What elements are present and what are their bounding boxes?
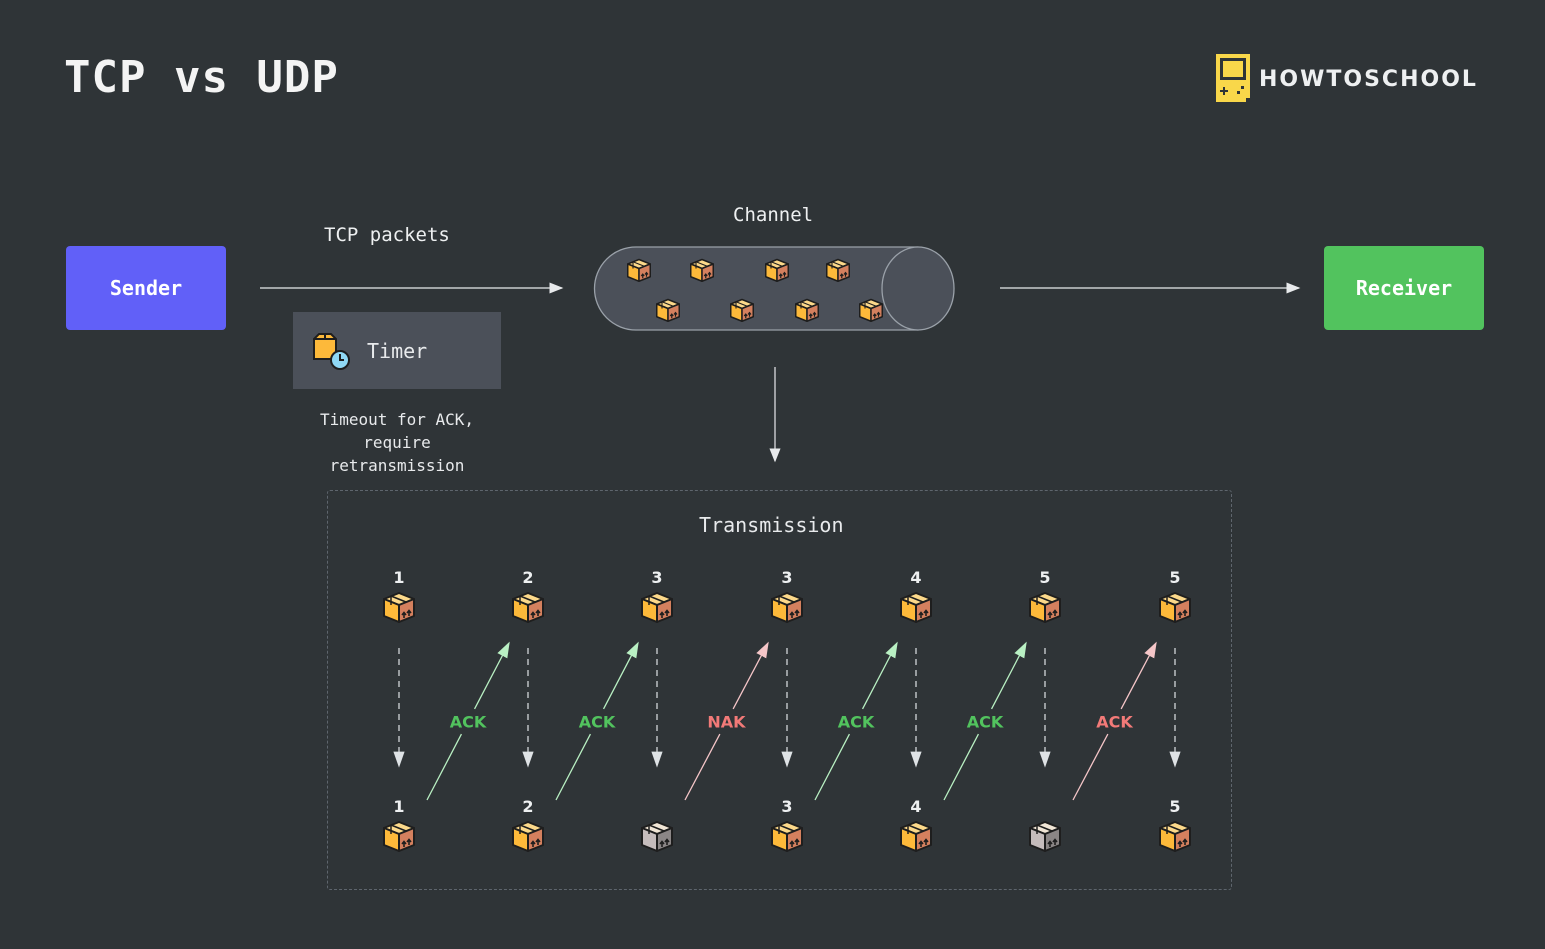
page-title: TCP vs UDP: [64, 52, 339, 103]
signal-line: [684, 733, 721, 801]
nak-label: ACK: [1096, 713, 1133, 732]
lost-packet-icon: [1029, 821, 1061, 852]
packet-box-icon: [771, 592, 803, 623]
packet-box-icon: [771, 821, 803, 852]
packet-box-icon: [1029, 592, 1061, 623]
packet-box-icon: [826, 258, 850, 282]
packet-box-icon: [1159, 592, 1191, 623]
packet-box-icon: [859, 298, 883, 322]
packet-box-icon: [383, 592, 415, 623]
signal-line: [426, 733, 463, 801]
packet-box-icon: [1159, 821, 1191, 852]
packet-number-sent: 3: [781, 568, 792, 587]
packet-box-icon: [512, 592, 544, 623]
ack-label: ACK: [967, 713, 1004, 732]
transmission-label: Transmission: [699, 513, 844, 537]
ack-label: ACK: [579, 713, 616, 732]
packet-box-icon: [690, 258, 714, 282]
signal-arrow: [861, 641, 898, 710]
timer-label: Timer: [367, 338, 428, 363]
gameboy-logo-icon: [1216, 54, 1250, 102]
signal-arrow: [602, 641, 639, 710]
timeout-note-line: retransmission: [329, 456, 465, 475]
signal-arrow: [990, 641, 1027, 710]
timeout-note-line: require: [363, 433, 431, 452]
packet-number-sent: 5: [1169, 568, 1180, 587]
packet-box-icon: [765, 258, 789, 282]
signal-line: [555, 733, 592, 801]
logo: HOWTOSCHOOL: [1215, 54, 1478, 104]
box-clock-icon: [313, 332, 350, 370]
packet-number-sent: 2: [522, 568, 533, 587]
packet-number-received: 2: [522, 797, 533, 816]
packet-number-received: 5: [1169, 797, 1180, 816]
packet-box-icon: [900, 821, 932, 852]
receiver-node: Receiver: [1324, 246, 1484, 330]
packet-number-received: 1: [393, 797, 404, 816]
logo-text: HOWTOSCHOOL: [1259, 66, 1478, 92]
signal-line: [943, 733, 980, 801]
signal-line: [1072, 733, 1109, 801]
signal-arrow: [473, 641, 510, 710]
packet-box-icon: [512, 821, 544, 852]
packet-box-icon: [656, 298, 680, 322]
channel-pipe: [593, 246, 955, 331]
packet-box-icon: [383, 821, 415, 852]
packet-box-icon: [730, 298, 754, 322]
packet-number-sent: 3: [651, 568, 662, 587]
packet-number-sent: 1: [393, 568, 404, 587]
ack-label: ACK: [838, 713, 875, 732]
packet-number-received: 4: [910, 797, 921, 816]
lost-packet-icon: [641, 821, 673, 852]
packet-number-sent: 4: [910, 568, 921, 587]
packet-box-icon: [900, 592, 932, 623]
nak-label: NAK: [707, 713, 746, 732]
packet-box-icon: [627, 258, 651, 282]
packet-number-sent: 5: [1039, 568, 1050, 587]
transmission-frame: [327, 490, 1232, 890]
timeout-note: Timeout for ACK, require retransmission: [293, 408, 501, 477]
channel-label: Channel: [733, 204, 814, 226]
sender-node: Sender: [66, 246, 226, 330]
ack-label: ACK: [450, 713, 487, 732]
tcp-packets-label: TCP packets: [324, 224, 450, 246]
packet-number-received: 3: [781, 797, 792, 816]
signal-line: [814, 733, 851, 801]
packet-box-icon: [795, 298, 819, 322]
signal-arrow: [1120, 641, 1157, 710]
timeout-note-line: Timeout for ACK,: [319, 410, 475, 429]
timer-box: Timer: [293, 312, 501, 389]
packet-box-icon: [641, 592, 673, 623]
signal-arrow: [732, 641, 769, 710]
